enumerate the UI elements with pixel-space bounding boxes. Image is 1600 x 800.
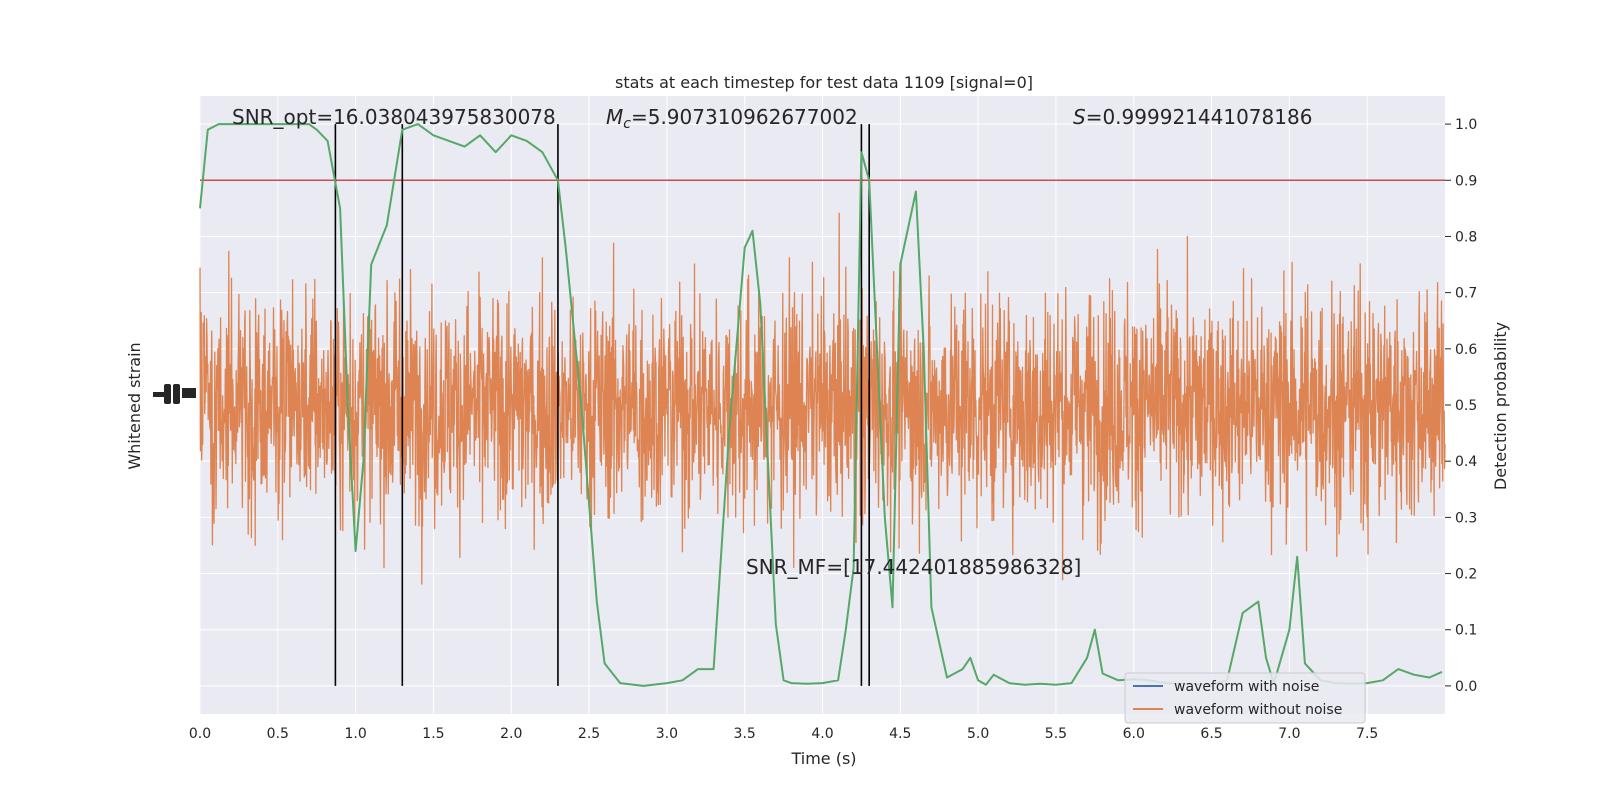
x-tick-label-15: 7.5: [1356, 726, 1378, 742]
annotations: SNR_opt=16.038043975830078 Mc=5.90731096…: [232, 105, 1312, 579]
left-tick-glyph-3: [173, 384, 180, 404]
left-tick-glyph-4: [182, 388, 196, 398]
probability-path: [199, 123, 1443, 687]
y-right-tick-label-6: 0.6: [1455, 342, 1477, 358]
y-left-axis-label: Whitened strain: [125, 342, 144, 469]
y-right-tick-label-9: 0.9: [1455, 173, 1477, 189]
snr-opt-annotation: SNR_opt=16.038043975830078: [232, 105, 556, 129]
chart-title: stats at each timestep for test data 110…: [615, 73, 1033, 92]
legend-label-with-noise: waveform with noise: [1174, 679, 1319, 695]
y-right-tick-label-2: 0.2: [1455, 567, 1477, 583]
left-tick-glyph-2: [164, 384, 171, 404]
y-right-tick-label-7: 0.7: [1455, 286, 1477, 302]
y-right-tick-label-8: 0.8: [1455, 229, 1477, 245]
y-right-tick-label-5: 0.5: [1455, 398, 1477, 414]
x-tick-label-1: 0.5: [267, 726, 289, 742]
waveform-without-noise-trace: [199, 212, 1446, 585]
y-right-tick-label-0: 0.0: [1455, 679, 1477, 695]
x-tick-label-10: 5.0: [967, 726, 989, 742]
chirp-mass-annotation: Mc=5.907310962677002: [606, 105, 858, 132]
legend-box: [1124, 672, 1366, 724]
x-tick-label-11: 5.5: [1045, 726, 1067, 742]
x-tick-label-5: 2.5: [578, 726, 600, 742]
x-tick-label-4: 2.0: [500, 726, 522, 742]
x-tick-label-7: 3.5: [734, 726, 756, 742]
snr-mf-annotation: SNR_MF=[17.442401885986328]: [746, 555, 1081, 579]
legend-label-without-noise: waveform without noise: [1174, 702, 1342, 718]
y-right-axis-ticks: 0.0 0.1 0.2 0.3 0.4 0.5 0.6 0.7 0.8 0.9 1.0: [1445, 117, 1477, 695]
left-tick-glyph-1: [153, 392, 167, 397]
s-annotation: S=0.999921441078186: [1073, 105, 1312, 129]
x-tick-label-3: 1.5: [422, 726, 444, 742]
left-axis-tick-cluster: [153, 384, 196, 404]
y-right-tick-label-10: 1.0: [1455, 117, 1477, 133]
x-tick-label-9: 4.5: [889, 726, 911, 742]
x-tick-label-0: 0.0: [189, 726, 211, 742]
marker-lines: [334, 124, 870, 686]
noise-trace: [199, 212, 1446, 585]
x-tick-label-12: 6.0: [1123, 726, 1145, 742]
x-tick-label-13: 6.5: [1200, 726, 1222, 742]
y-right-axis-label: Detection probability: [1491, 322, 1510, 490]
x-tick-label-2: 1.0: [344, 726, 366, 742]
legend: waveform with noise waveform without noi…: [1124, 672, 1366, 724]
x-axis-label: Time (s): [790, 749, 856, 768]
x-tick-label-6: 3.0: [656, 726, 678, 742]
y-right-tick-label-4: 0.4: [1455, 454, 1477, 470]
x-tick-label-8: 4.0: [811, 726, 833, 742]
x-axis-ticks: 0.0 0.5 1.0 1.5 2.0 2.5 3.0 3.5 4.0 4.5 5.0 5.5 6.0 6…: [189, 726, 1378, 742]
detection-probability-line: [199, 123, 1443, 687]
x-tick-label-14: 7.0: [1278, 726, 1300, 742]
y-right-tick-label-3: 0.3: [1455, 510, 1477, 526]
y-right-tick-label-1: 0.1: [1455, 623, 1477, 639]
